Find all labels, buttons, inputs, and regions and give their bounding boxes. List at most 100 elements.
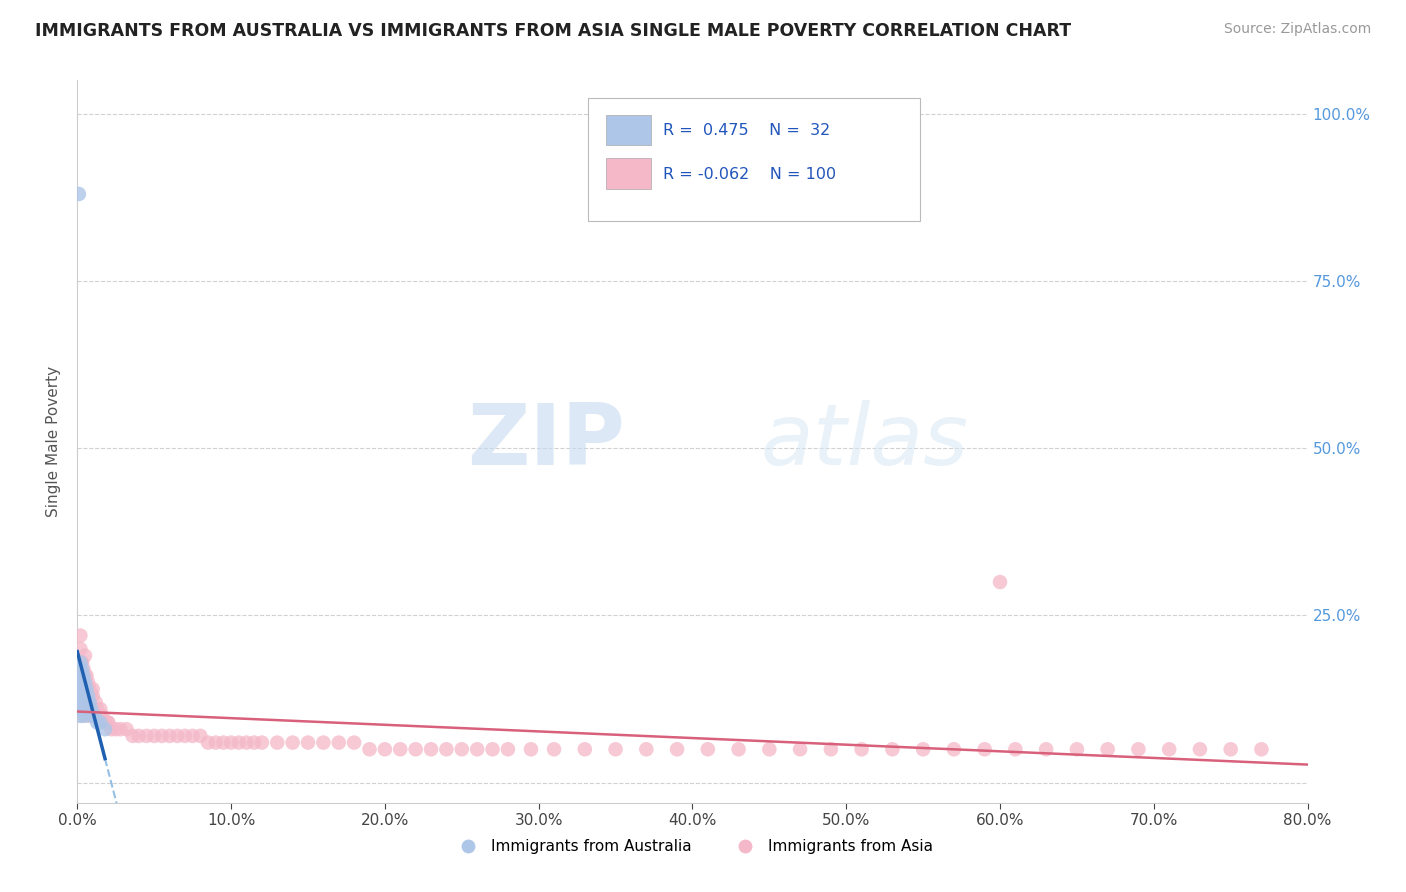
Point xyxy=(496,742,519,756)
Point xyxy=(266,735,288,749)
Point xyxy=(219,735,242,749)
Text: R =  0.475    N =  32: R = 0.475 N = 32 xyxy=(664,123,830,138)
Point xyxy=(110,723,132,737)
Point xyxy=(666,742,689,756)
Point xyxy=(67,689,90,703)
Point xyxy=(97,715,120,730)
Point xyxy=(250,735,273,749)
Text: Source: ZipAtlas.com: Source: ZipAtlas.com xyxy=(1223,22,1371,37)
Point xyxy=(73,702,96,716)
Point xyxy=(82,689,104,703)
Point xyxy=(436,742,458,756)
Point xyxy=(100,723,122,737)
Point xyxy=(69,669,91,683)
Point xyxy=(76,669,98,683)
Point xyxy=(83,708,105,723)
Point xyxy=(69,655,91,669)
Point xyxy=(76,681,98,696)
Point xyxy=(84,696,107,710)
Point xyxy=(789,742,811,756)
Point xyxy=(820,742,842,756)
Point xyxy=(77,675,100,690)
Point xyxy=(942,742,965,756)
Point xyxy=(1188,742,1211,756)
Point xyxy=(80,702,103,716)
Point xyxy=(69,681,91,696)
Point xyxy=(72,662,94,676)
Point xyxy=(70,655,93,669)
Point xyxy=(281,735,304,749)
Text: ZIP: ZIP xyxy=(467,400,624,483)
Point xyxy=(297,735,319,749)
Point xyxy=(543,742,565,756)
Point xyxy=(86,702,108,716)
Point xyxy=(70,655,93,669)
Point xyxy=(70,675,93,690)
Point xyxy=(188,729,212,743)
Point xyxy=(150,729,173,743)
Point xyxy=(450,742,472,756)
Point xyxy=(67,696,90,710)
Point xyxy=(69,642,91,657)
Point xyxy=(1004,742,1026,756)
Text: IMMIGRANTS FROM AUSTRALIA VS IMMIGRANTS FROM ASIA SINGLE MALE POVERTY CORRELATIO: IMMIGRANTS FROM AUSTRALIA VS IMMIGRANTS … xyxy=(35,22,1071,40)
Point xyxy=(374,742,396,756)
Point xyxy=(465,742,488,756)
Point xyxy=(312,735,335,749)
Point xyxy=(1035,742,1057,756)
Point xyxy=(72,689,94,703)
FancyBboxPatch shape xyxy=(606,115,651,145)
Point xyxy=(988,575,1011,590)
Point xyxy=(73,669,96,683)
Point xyxy=(97,715,120,730)
Point xyxy=(73,675,96,690)
Point xyxy=(243,735,266,749)
Point xyxy=(70,681,93,696)
Point xyxy=(520,742,543,756)
FancyBboxPatch shape xyxy=(588,98,920,221)
Point xyxy=(67,681,90,696)
Point xyxy=(72,696,94,710)
Point xyxy=(212,735,235,749)
Point xyxy=(359,742,381,756)
Point xyxy=(72,681,94,696)
Point xyxy=(204,735,226,749)
Point xyxy=(69,696,91,710)
Point xyxy=(70,708,93,723)
Point xyxy=(73,648,96,663)
Point xyxy=(1128,742,1150,756)
Point xyxy=(70,702,93,716)
Text: R = -0.062    N = 100: R = -0.062 N = 100 xyxy=(664,167,837,182)
Point xyxy=(77,689,100,703)
Point xyxy=(159,729,181,743)
Point xyxy=(328,735,350,749)
Point xyxy=(70,662,93,676)
Point xyxy=(481,742,503,756)
Point xyxy=(73,689,96,703)
Point xyxy=(80,689,103,703)
Point xyxy=(636,742,658,756)
Point xyxy=(181,729,204,743)
Point xyxy=(67,187,90,202)
Point xyxy=(70,681,93,696)
Point xyxy=(79,681,101,696)
Point xyxy=(343,735,366,749)
Point xyxy=(1066,742,1088,756)
Point xyxy=(77,681,100,696)
Point xyxy=(67,662,90,676)
Point xyxy=(94,723,117,737)
Point xyxy=(420,742,443,756)
Point xyxy=(882,742,904,756)
Point xyxy=(405,742,427,756)
Point xyxy=(143,729,166,743)
Point xyxy=(69,669,91,683)
Point xyxy=(389,742,412,756)
Point xyxy=(135,729,157,743)
Point xyxy=(76,696,98,710)
Point xyxy=(94,715,117,730)
Text: atlas: atlas xyxy=(761,400,969,483)
Point xyxy=(82,708,104,723)
Point xyxy=(67,675,90,690)
Point xyxy=(1250,742,1272,756)
Point xyxy=(90,708,114,723)
